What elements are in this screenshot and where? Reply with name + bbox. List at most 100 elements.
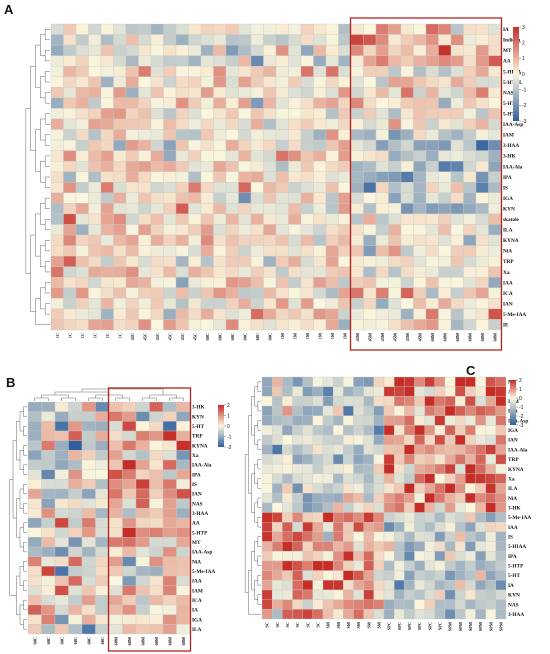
heatmap-cell	[163, 308, 177, 320]
heatmap-cell	[68, 488, 83, 499]
heatmap-cell	[81, 624, 96, 635]
heatmap-cell	[343, 589, 354, 600]
heatmap-cell	[250, 129, 264, 141]
row-dendrogram-link	[23, 464, 27, 475]
heatmap-cell	[424, 463, 436, 474]
heatmap-cell	[288, 34, 302, 46]
heatmap-cell	[488, 182, 502, 194]
heatmap-cell	[63, 287, 77, 299]
heatmap-cell	[288, 23, 302, 35]
heatmap-cell	[302, 502, 314, 513]
heatmap-cell	[454, 599, 466, 610]
heatmap-cell	[454, 483, 466, 494]
heatmap-cell	[350, 192, 364, 204]
column-label: 60C	[242, 333, 247, 340]
heatmap-cell	[404, 551, 415, 562]
column-label: 45M	[355, 333, 360, 341]
heatmap-cell	[338, 171, 352, 183]
heatmap-cell	[122, 430, 137, 441]
heatmap-cell	[444, 434, 456, 445]
row-dendrogram-link	[44, 303, 50, 315]
heatmap-cell	[388, 245, 402, 257]
heatmap-cell	[475, 463, 486, 474]
heatmap-cell	[213, 160, 227, 172]
heatmap-cell	[444, 386, 456, 397]
heatmap-cell	[292, 522, 303, 533]
heatmap-cell	[138, 118, 152, 130]
heatmap-cell	[450, 87, 464, 99]
heatmap-cell	[135, 450, 150, 461]
heatmap-cell	[400, 87, 414, 99]
heatmap-cell	[425, 108, 439, 120]
heatmap-cell	[353, 570, 364, 581]
heatmap-cell	[393, 512, 405, 523]
heatmap-cell	[100, 171, 114, 183]
heatmap-cell	[424, 551, 436, 562]
heatmap-cell	[175, 182, 189, 194]
legend-tick-label: 1	[227, 413, 230, 419]
heatmap-cell	[300, 97, 314, 109]
heatmap-cell	[413, 150, 427, 162]
heatmap-cell	[75, 182, 89, 194]
heatmap-cell	[176, 604, 191, 615]
heatmap-cell	[163, 171, 177, 183]
heatmap-cell	[322, 415, 334, 426]
heatmap-cell	[271, 444, 283, 455]
heatmap-cell	[383, 396, 395, 407]
heatmap-cell	[176, 479, 191, 490]
heatmap-cell	[113, 255, 127, 267]
heatmap-cell	[122, 575, 137, 586]
heatmap-cell	[188, 255, 202, 267]
heatmap-cell	[312, 522, 324, 533]
heatmap-cell	[338, 287, 352, 299]
heatmap-cell	[162, 614, 177, 625]
heatmap-cell	[353, 473, 364, 484]
heatmap-cell	[475, 245, 489, 257]
heatmap-cell	[176, 508, 191, 519]
row-dendrogram-link	[254, 463, 258, 484]
heatmap-cell	[322, 599, 334, 610]
heatmap-cell	[200, 213, 214, 225]
heatmap-cell	[162, 595, 177, 606]
heatmap-cell	[63, 118, 77, 130]
heatmap-cell	[100, 182, 114, 194]
heatmap-cell	[438, 150, 452, 162]
heatmap-cell	[393, 560, 405, 571]
heatmap-cell	[125, 245, 139, 257]
heatmap-cell	[213, 192, 227, 204]
heatmap-cell	[322, 531, 334, 542]
heatmap-cell	[463, 66, 477, 77]
heatmap-cell	[88, 213, 102, 225]
heatmap-cell	[150, 55, 164, 67]
heatmap-cell	[108, 566, 123, 577]
heatmap-cell	[424, 609, 436, 620]
column-label: 1C	[117, 333, 122, 338]
heatmap-cell	[373, 522, 385, 533]
heatmap-cell	[261, 580, 273, 591]
heatmap-cell	[488, 319, 502, 331]
heatmap-cell	[325, 287, 339, 299]
heatmap-cell	[475, 66, 489, 77]
heatmap-cell	[54, 401, 69, 412]
column-label: SPC	[397, 622, 402, 630]
heatmap-cell	[414, 425, 425, 436]
heatmap-cell	[388, 224, 402, 236]
legend-tick-label: -3	[522, 119, 527, 125]
heatmap-cell	[363, 425, 375, 436]
heatmap-cell	[400, 118, 414, 130]
heatmap-cell	[163, 203, 177, 215]
heatmap-cell	[375, 160, 389, 172]
heatmap-cell	[292, 434, 303, 445]
heatmap-cell	[332, 405, 344, 416]
heatmap-cell	[388, 55, 402, 67]
heatmap-cell	[488, 245, 502, 257]
heatmap-cell	[88, 245, 102, 257]
heatmap-cell	[485, 492, 497, 504]
heatmap-cell	[454, 541, 466, 552]
heatmap-cell	[288, 97, 302, 109]
heatmap-cell	[373, 434, 385, 445]
heatmap-cell	[325, 34, 339, 46]
heatmap-cell	[27, 430, 42, 441]
heatmap-cell	[434, 425, 446, 436]
heatmap-cell	[338, 298, 352, 310]
